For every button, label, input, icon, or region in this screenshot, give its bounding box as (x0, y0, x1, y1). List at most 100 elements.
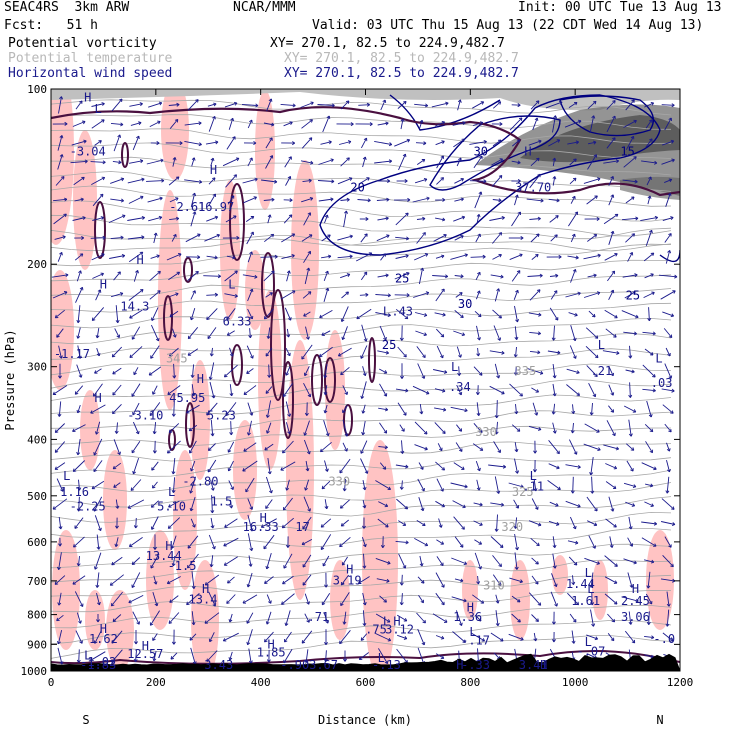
wind-vector (644, 273, 654, 279)
wind-vector-head (175, 216, 180, 221)
wind-vector-head (318, 353, 323, 358)
wind-vector-head (399, 486, 404, 490)
wind-vector-head (112, 465, 117, 470)
wind-vector-head (56, 617, 60, 622)
wind-vector-head (458, 354, 462, 358)
wind-vector (513, 499, 519, 509)
extremum-label: .03 (651, 376, 673, 390)
wind-vector-head (520, 236, 524, 240)
extremum-label: 2.45 (621, 594, 650, 608)
wind-vector-head (340, 602, 344, 607)
wind-vector (130, 122, 142, 126)
wind-vector-head (102, 235, 106, 240)
wind-vector-head (515, 289, 519, 294)
wind-vector-head (54, 429, 59, 433)
wind-vector (376, 234, 390, 242)
wind-vector-head (109, 582, 114, 586)
wind-vector-head (171, 563, 176, 567)
wind-vector (375, 294, 391, 296)
wind-vector (172, 477, 176, 493)
wind-vector (264, 233, 274, 243)
wind-vector (321, 592, 331, 606)
wind-vector-head (613, 524, 617, 528)
wind-vector-head (135, 270, 139, 274)
wind-vector-head (212, 193, 217, 198)
wind-vector-head (630, 468, 634, 472)
wind-vector (148, 366, 162, 376)
wind-vector-head (274, 179, 278, 184)
wind-vector-head (670, 638, 674, 642)
wind-vector-head (495, 600, 500, 604)
wind-vector-head (628, 433, 633, 437)
wind-vector-head (340, 318, 345, 322)
wind-vector (662, 404, 674, 414)
wind-vector (625, 233, 635, 243)
extremum-label: H (100, 622, 107, 636)
wind-vector-head (668, 334, 673, 339)
wind-vector (223, 537, 239, 547)
wind-vector (438, 518, 442, 528)
wind-vector-head (226, 600, 230, 604)
wind-vector (284, 156, 292, 168)
wind-vector-head (534, 506, 539, 510)
wind-vector (96, 328, 100, 338)
wind-vector (363, 553, 365, 569)
wind-vector (72, 424, 86, 432)
wind-vector (209, 381, 215, 399)
wind-vector (489, 350, 505, 354)
wind-vector-head (253, 196, 257, 200)
wind-vector (662, 311, 674, 317)
terrain-profile (51, 653, 680, 671)
wind-vector-head (610, 194, 615, 198)
wind-vector-head (538, 139, 542, 144)
wind-vector (264, 308, 274, 320)
wind-vector (186, 404, 200, 414)
extremum-label: L (383, 304, 390, 318)
wind-vector (395, 388, 409, 392)
wind-vector (170, 652, 178, 660)
wind-vector-head (479, 447, 484, 451)
wind-vector-head (440, 333, 445, 338)
wind-vector-head (668, 233, 672, 237)
extremum-label: 3.41 (519, 658, 548, 672)
wind-vector (623, 405, 637, 413)
wind-vector (493, 441, 501, 453)
wind-vector (553, 325, 555, 341)
wind-vector (281, 593, 295, 605)
wind-vector-head (421, 158, 426, 163)
extremum-label: .34 (449, 380, 471, 394)
wind-vector (129, 309, 143, 319)
wind-vector (91, 480, 105, 490)
wind-vector-head (477, 233, 481, 238)
wind-vector-head (422, 522, 426, 527)
wind-vector-head (120, 177, 125, 182)
wind-vector-head (593, 140, 597, 145)
wind-vector (302, 554, 312, 568)
wind-contour-20 (389, 94, 501, 131)
extremum-label: 1.36 (453, 610, 482, 624)
wind-vector-head (302, 564, 306, 568)
wind-vector-head (189, 316, 194, 321)
wind-vector (135, 650, 137, 662)
y-tick-label: 500 (27, 490, 47, 503)
wind-vector (53, 198, 67, 202)
wind-vector-head (570, 430, 575, 434)
wind-vector-head (349, 234, 353, 239)
wind-vector (281, 254, 295, 260)
wind-vector (567, 255, 579, 259)
wind-vector (210, 555, 214, 567)
wind-vector (96, 347, 100, 357)
wind-vector (658, 274, 678, 278)
wind-vector (150, 324, 160, 342)
wind-vector (360, 633, 368, 641)
wind-vector (412, 197, 430, 203)
wind-vector (90, 404, 106, 414)
wind-vector-head (593, 273, 597, 278)
wind-vector (359, 652, 369, 660)
y-axis-title: Pressure (hPa) (3, 329, 17, 430)
pv-contour-loop (94, 201, 106, 259)
wind-vector (626, 136, 634, 150)
wind-vector (588, 310, 596, 318)
wind-vector (112, 403, 122, 415)
wind-vector-head (515, 470, 520, 474)
